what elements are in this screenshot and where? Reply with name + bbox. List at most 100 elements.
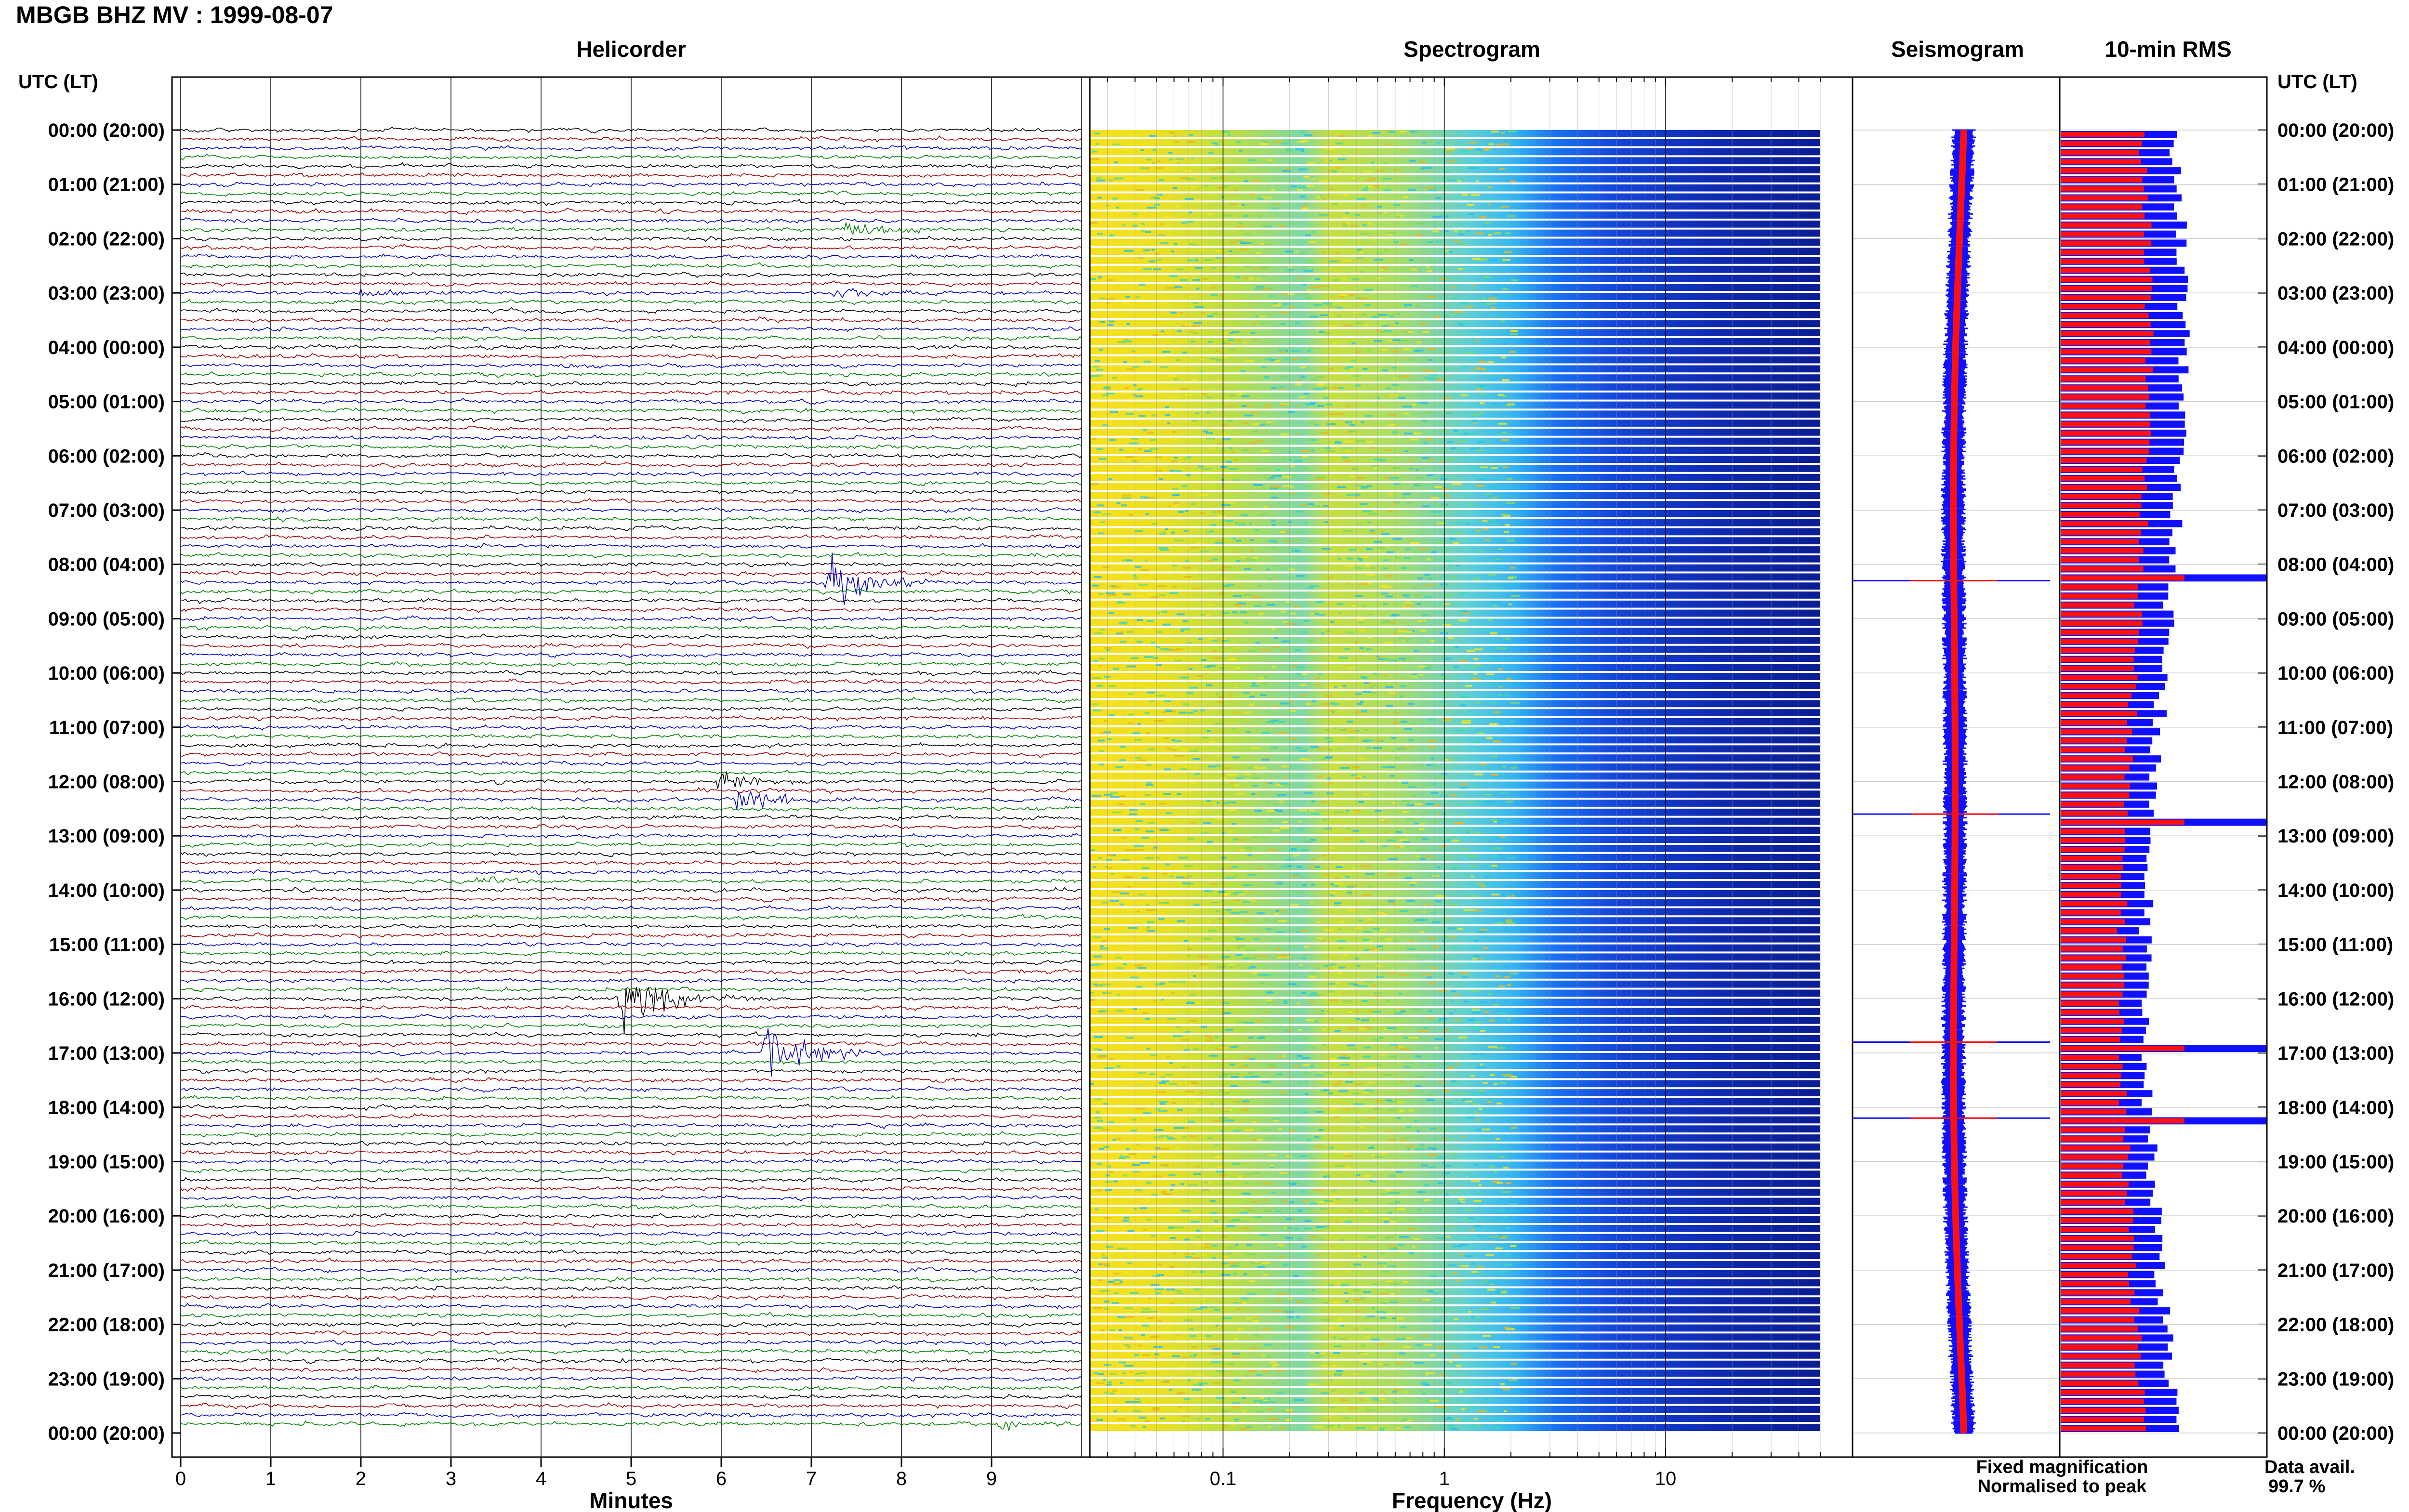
spectrogram-speckle: [1146, 1047, 1150, 1050]
spectrogram-strip: [1090, 275, 1820, 282]
spectrogram-strip: [1090, 1180, 1820, 1187]
spectrogram-speckle: [1110, 1393, 1114, 1395]
spectrogram-speckle: [1271, 486, 1281, 488]
rms-bar-normalised: [2061, 195, 2148, 201]
spectrogram-speckle: [1390, 622, 1396, 624]
spectrogram-speckle: [1399, 1236, 1409, 1238]
spectrogram-speckle: [1326, 792, 1334, 795]
spectrogram-speckle: [1387, 234, 1392, 236]
spectrogram-speckle: [1360, 421, 1365, 423]
helicorder-trace: [180, 217, 1082, 224]
spectrogram-speckle: [1190, 781, 1199, 784]
right-time-tick-label: 17:00 (13:00): [2277, 1043, 2394, 1064]
rms-bar-normalised: [2061, 620, 2143, 626]
spectrogram-speckle: [1510, 1127, 1517, 1129]
spectrogram-speckle: [1135, 530, 1143, 532]
spectrogram-speckle: [1150, 1056, 1157, 1059]
spectrogram-speckle: [1502, 964, 1506, 966]
spectrogram-speckle: [1241, 395, 1250, 397]
spectrogram-speckle: [1185, 1031, 1191, 1033]
spectrogram-speckle: [1240, 1297, 1249, 1300]
spectrogram-speckle: [1240, 1021, 1248, 1023]
spectrogram-speckle: [1310, 839, 1316, 841]
spectrogram-speckle: [1335, 167, 1342, 169]
rms-bar-normalised: [2061, 1037, 2120, 1042]
spectrogram-speckle: [1300, 150, 1304, 152]
spectrogram-speckle: [1113, 177, 1124, 180]
spectrogram-speckle: [1192, 1048, 1199, 1051]
rms-bar-normalised: [2061, 684, 2136, 689]
spectrogram-speckle: [1322, 703, 1330, 705]
spectrogram-speckle: [1183, 566, 1191, 569]
left-time-tick-label: 16:00 (12:00): [48, 988, 165, 1010]
spectrogram-speckle: [1252, 1139, 1257, 1141]
spectrogram-speckle: [1093, 366, 1099, 368]
spectrogram-speckle: [1195, 1244, 1205, 1247]
spectrogram-strip: [1090, 1369, 1820, 1377]
spectrogram-speckle: [1379, 1037, 1384, 1039]
spectrogram-speckle: [1229, 250, 1232, 252]
spectrogram-strip: [1090, 600, 1820, 608]
spectrogram-speckle: [1230, 658, 1234, 660]
spectrogram-speckle: [1124, 338, 1128, 341]
spectrogram-speckle: [1326, 449, 1336, 452]
spectrogram-speckle: [1391, 802, 1395, 804]
spectrogram-speckle: [1231, 801, 1236, 803]
spectrogram-speckle: [1147, 432, 1153, 434]
left-time-tick-label: 01:00 (21:00): [48, 174, 165, 196]
spectrogram-speckle: [1469, 1229, 1475, 1232]
spectrogram-speckle: [1392, 1391, 1397, 1393]
spectrogram-speckle: [1373, 1426, 1378, 1429]
rms-bar-normalised: [2061, 783, 2131, 789]
spectrogram-speckle: [1112, 1283, 1122, 1285]
spectrogram-speckle: [1140, 215, 1144, 218]
spectrogram-strip: [1090, 962, 1820, 970]
spectrogram-speckle: [1309, 809, 1315, 812]
spectrogram-speckle: [1199, 709, 1205, 711]
spectrogram-speckle: [1402, 639, 1407, 641]
spectrogram-speckle: [1143, 360, 1152, 363]
spectrogram-speckle: [1301, 1190, 1306, 1193]
spectrogram-speckle: [1477, 478, 1487, 481]
spectrogram-speckle: [1506, 913, 1514, 915]
spectrogram-speckle: [1318, 858, 1322, 861]
spectrogram-speckle: [1318, 285, 1328, 288]
spectrogram-speckle: [1264, 1397, 1271, 1400]
spectrogram-speckle: [1345, 1166, 1351, 1169]
spectrogram-speckle: [1304, 522, 1308, 525]
spectrogram-speckle: [1202, 1246, 1212, 1249]
spectrogram-speckle: [1355, 214, 1360, 216]
spectrogram-speckle: [1331, 1389, 1336, 1392]
helicorder-trace: [180, 316, 1082, 323]
helicorder-trace: [180, 243, 1082, 251]
spectrogram-speckle: [1184, 1049, 1190, 1051]
spectrogram-speckle: [1280, 524, 1283, 526]
spectrogram-speckle: [1498, 668, 1503, 671]
spectrogram-speckle: [1388, 900, 1395, 903]
spectrogram-speckle: [1175, 268, 1183, 271]
spectrogram-speckle: [1107, 854, 1114, 856]
spectrogram-speckle: [1355, 496, 1359, 498]
spectrogram-speckle: [1278, 1128, 1283, 1130]
spectrogram-speckle: [1174, 1226, 1184, 1229]
spectrogram-speckle: [1147, 206, 1157, 209]
spectrogram-speckle: [1488, 619, 1493, 621]
spectrogram-speckle: [1376, 1064, 1381, 1066]
spectrogram-speckle: [1208, 930, 1217, 932]
spectrogram-speckle: [1450, 999, 1455, 1002]
spectrogram-speckle: [1118, 1248, 1127, 1250]
spectrogram-speckle: [1169, 469, 1175, 472]
spectrogram-speckle: [1120, 1155, 1124, 1157]
spectrogram-speckle: [1146, 926, 1150, 929]
spectrogram-strip: [1090, 808, 1820, 816]
spectrogram-speckle: [1197, 542, 1204, 544]
spectrogram-speckle: [1381, 331, 1385, 333]
spectrogram-speckle: [1392, 339, 1400, 342]
spectrogram-speckle: [1457, 433, 1464, 435]
spectrogram-speckle: [1444, 856, 1452, 858]
spectrogram-speckle: [1192, 1383, 1201, 1386]
spectrogram-speckle: [1472, 1103, 1480, 1105]
spectrogram-speckle: [1401, 339, 1409, 342]
spectrogram-speckle: [1294, 1326, 1304, 1328]
spectrogram-speckle: [1428, 1147, 1436, 1150]
